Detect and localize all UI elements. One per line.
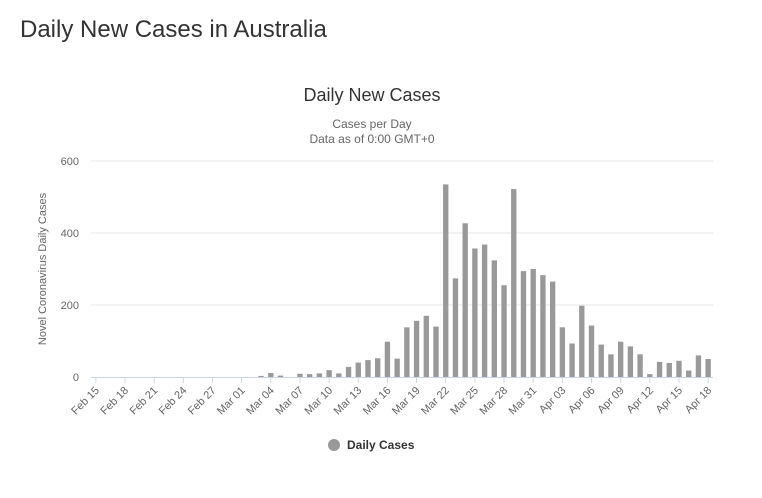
x-tick-label: Apr 18 (683, 385, 714, 416)
x-tick-label: Feb 27 (186, 385, 219, 418)
chart-subtitle-line-2: Data as of 0:00 GMT+0 (309, 132, 434, 146)
y-tick-label: 0 (73, 372, 79, 384)
bar[interactable] (511, 189, 517, 377)
x-tick-label: Mar 28 (477, 385, 510, 418)
bar[interactable] (413, 320, 420, 377)
bar[interactable] (277, 375, 284, 377)
x-tick-label: Mar 16 (361, 385, 394, 418)
chart-subtitle-line-1: Cases per Day (332, 117, 411, 131)
bar[interactable] (268, 373, 274, 377)
x-tick-label: Mar 01 (215, 385, 248, 418)
bar[interactable] (656, 361, 663, 377)
grid-lines (91, 160, 713, 306)
y-tick-label: 400 (61, 228, 79, 240)
bar[interactable] (695, 355, 702, 377)
bar[interactable] (666, 362, 672, 377)
bar[interactable] (433, 326, 439, 377)
x-tick-label: Mar 22 (419, 385, 452, 418)
bar[interactable] (423, 315, 429, 377)
x-tick-label: Mar 07 (273, 385, 306, 418)
x-tick-label: Feb 24 (157, 385, 190, 418)
bar[interactable] (569, 343, 575, 377)
bar[interactable] (579, 305, 585, 377)
y-axis-ticks: 0 200 400 600 (61, 156, 79, 384)
x-tick-label: Mar 04 (244, 385, 277, 418)
x-tick-label: Feb 18 (98, 385, 131, 418)
legend-label[interactable]: Daily Cases (347, 438, 415, 452)
bar[interactable] (306, 374, 313, 377)
x-tick-label: Mar 25 (448, 385, 481, 418)
y-axis-label: Novel Coronavirus Daily Cases (37, 192, 49, 345)
x-tick-label: Mar 31 (507, 385, 540, 418)
y-tick-label: 600 (61, 156, 79, 168)
bar[interactable] (608, 354, 614, 377)
bar[interactable] (520, 271, 527, 377)
x-tick-label: Apr 09 (595, 385, 626, 416)
bar[interactable] (686, 370, 692, 377)
x-tick-label: Feb 21 (128, 385, 161, 418)
bar[interactable] (326, 370, 332, 377)
x-tick-label: Apr 03 (537, 385, 568, 416)
bar[interactable] (598, 344, 604, 377)
bar[interactable] (501, 285, 507, 377)
x-tick-label: Apr 15 (654, 385, 685, 416)
x-tick-label: Mar 13 (332, 385, 365, 418)
bar[interactable] (588, 325, 595, 377)
bar[interactable] (549, 281, 556, 377)
x-tick-label: Feb 15 (69, 385, 102, 418)
bar[interactable] (481, 244, 488, 377)
x-tick-label: Mar 10 (303, 385, 336, 418)
y-tick-label: 200 (61, 300, 79, 312)
bar[interactable] (355, 362, 361, 377)
bar[interactable] (676, 360, 682, 377)
bar[interactable] (258, 375, 264, 377)
x-tick-label: Apr 06 (566, 385, 597, 416)
bar[interactable] (394, 358, 400, 377)
bar-series (258, 184, 711, 377)
x-tick-label: Mar 19 (390, 385, 423, 418)
bar[interactable] (617, 341, 624, 377)
chart-title: Daily New Cases (303, 85, 440, 105)
bar[interactable] (530, 269, 536, 377)
bar[interactable] (559, 327, 566, 377)
page-title: Daily New Cases in Australia (20, 16, 327, 43)
bar[interactable] (404, 327, 410, 377)
bar[interactable] (491, 260, 498, 377)
x-tick-label: Apr 12 (625, 385, 656, 416)
bar[interactable] (462, 223, 468, 377)
bar[interactable] (452, 278, 459, 377)
bar[interactable] (316, 373, 323, 377)
bar[interactable] (384, 341, 391, 377)
bar[interactable] (705, 359, 711, 377)
bar[interactable] (375, 358, 381, 377)
bar[interactable] (345, 366, 352, 377)
legend-marker (328, 439, 340, 451)
bar[interactable] (637, 354, 643, 377)
legend[interactable]: Daily Cases (328, 438, 415, 452)
bar[interactable] (365, 360, 371, 377)
bar[interactable] (336, 373, 342, 377)
bar[interactable] (443, 184, 449, 377)
bar[interactable] (540, 275, 546, 377)
bar[interactable] (472, 248, 478, 377)
bar[interactable] (297, 373, 303, 377)
bar[interactable] (627, 346, 634, 377)
bar[interactable] (647, 374, 653, 377)
